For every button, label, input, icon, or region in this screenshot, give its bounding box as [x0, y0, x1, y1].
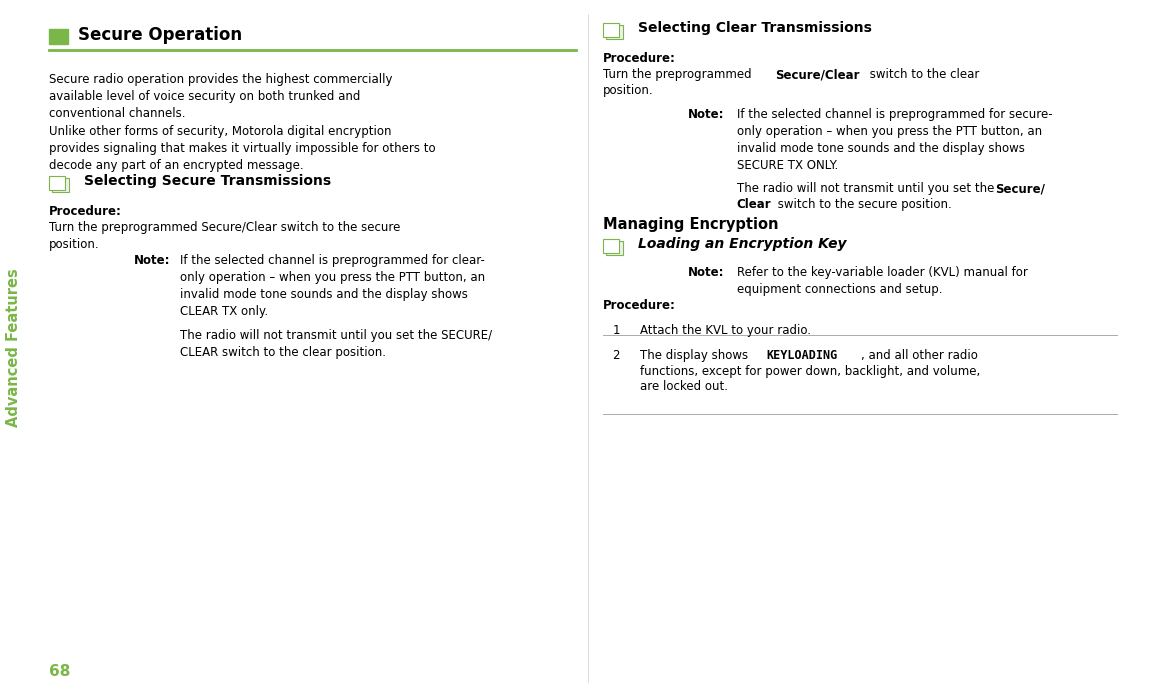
Text: Managing Encryption: Managing Encryption [603, 217, 779, 232]
Text: 68: 68 [49, 663, 70, 679]
Text: , and all other radio: , and all other radio [861, 349, 978, 363]
Text: Unlike other forms of security, Motorola digital encryption
provides signaling t: Unlike other forms of security, Motorola… [49, 125, 435, 173]
FancyBboxPatch shape [603, 239, 619, 253]
Text: Selecting Secure Transmissions: Selecting Secure Transmissions [84, 174, 331, 188]
Text: The radio will not transmit until you set the SECURE/
CLEAR switch to the clear : The radio will not transmit until you se… [180, 329, 492, 358]
Text: Clear: Clear [737, 198, 772, 211]
Text: Secure radio operation provides the highest commercially
available level of voic: Secure radio operation provides the high… [49, 73, 392, 120]
Text: 1: 1 [612, 324, 619, 337]
Text: The display shows: The display shows [640, 349, 752, 363]
FancyBboxPatch shape [52, 178, 69, 192]
Text: Loading an Encryption Key: Loading an Encryption Key [638, 237, 846, 251]
Text: Procedure:: Procedure: [603, 299, 676, 313]
Text: The radio will not transmit until you set the: The radio will not transmit until you se… [737, 182, 998, 196]
Text: Note:: Note: [134, 254, 170, 267]
Text: functions, except for power down, backlight, and volume,: functions, except for power down, backli… [640, 365, 980, 378]
Text: switch to the clear: switch to the clear [866, 68, 979, 81]
Text: Selecting Clear Transmissions: Selecting Clear Transmissions [638, 21, 872, 35]
Text: Secure/Clear: Secure/Clear [775, 68, 860, 81]
Text: If the selected channel is preprogrammed for secure-
only operation – when you p: If the selected channel is preprogrammed… [737, 108, 1052, 172]
Text: Refer to the key-variable loader (KVL) manual for
equipment connections and setu: Refer to the key-variable loader (KVL) m… [737, 266, 1028, 296]
FancyBboxPatch shape [49, 176, 65, 190]
Text: Note:: Note: [688, 266, 724, 279]
Text: position.: position. [603, 84, 653, 97]
FancyBboxPatch shape [606, 25, 623, 39]
Text: 2: 2 [612, 349, 619, 363]
Text: Secure Operation: Secure Operation [78, 26, 242, 44]
Text: switch to the secure position.: switch to the secure position. [774, 198, 952, 211]
Text: Secure/: Secure/ [995, 182, 1045, 196]
Text: are locked out.: are locked out. [640, 380, 729, 393]
Bar [49, 29, 68, 44]
FancyBboxPatch shape [606, 241, 623, 255]
Text: If the selected channel is preprogrammed for clear-
only operation – when you pr: If the selected channel is preprogrammed… [180, 254, 485, 318]
Text: Procedure:: Procedure: [603, 52, 676, 65]
Text: KEYLOADING: KEYLOADING [766, 349, 837, 363]
Text: Procedure:: Procedure: [49, 205, 122, 218]
Text: Advanced Features: Advanced Features [7, 269, 21, 427]
Text: Turn the preprogrammed Secure/Clear switch to the secure
position.: Turn the preprogrammed Secure/Clear swit… [49, 221, 400, 251]
Text: Attach the KVL to your radio.: Attach the KVL to your radio. [640, 324, 811, 337]
Text: Turn the preprogrammed: Turn the preprogrammed [603, 68, 755, 81]
Text: Note:: Note: [688, 108, 724, 121]
FancyBboxPatch shape [603, 23, 619, 37]
